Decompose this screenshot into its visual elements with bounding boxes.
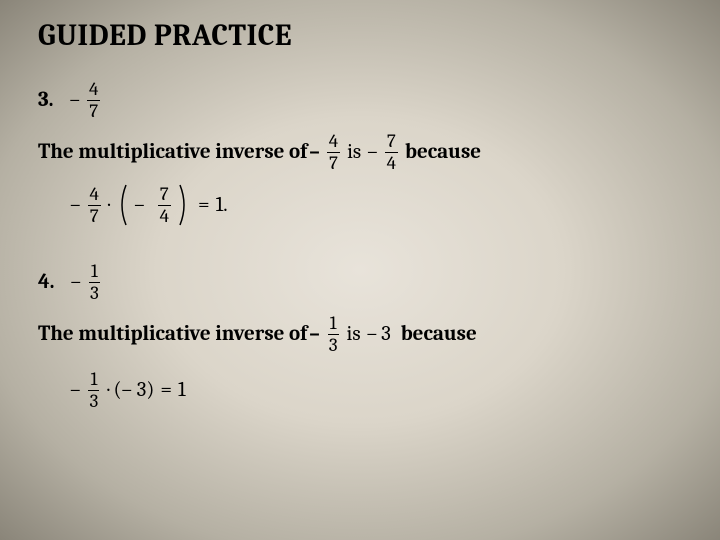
fraction: 1 3 (327, 314, 340, 355)
result-text: 1 (178, 378, 186, 402)
problem-3-statement: The multiplicative inverse of – 4 7 is –… (38, 131, 682, 173)
fraction: 4 7 (88, 185, 101, 226)
problem-4-number: 4. (38, 270, 54, 294)
result-text: 1. (216, 193, 228, 217)
right-paren (178, 183, 190, 227)
problem-3-calc: – 4 7 · – 7 4 = 1. (68, 183, 682, 227)
fraction: 7 4 (385, 132, 398, 173)
neg-sign: – (367, 140, 378, 164)
problem-4-calc: – 1 3 · (– 3) = 1 (68, 369, 682, 411)
neg-sign: – (367, 322, 378, 346)
dot-text: · (107, 378, 109, 402)
paren-content: – 7 4 (130, 185, 176, 226)
dot-text: · (108, 193, 110, 217)
neg-sign: – (309, 322, 320, 346)
slide-title: GUIDED PRACTICE (38, 18, 682, 53)
fraction: 1 3 (88, 370, 101, 411)
because-text: because (401, 322, 477, 346)
is-text: is (347, 140, 361, 164)
neg-sign: – (134, 193, 145, 217)
left-paren (116, 183, 128, 227)
fraction: 7 4 (158, 185, 171, 226)
statement-text: The multiplicative inverse of (38, 140, 307, 164)
problem-4-header: 4. – 1 3 (38, 261, 682, 303)
fraction: 1 3 (88, 262, 101, 303)
slide-content: GUIDED PRACTICE 3. – 4 7 The multiplicat… (0, 0, 720, 441)
paren-text: (– 3) (114, 378, 155, 402)
equals-text: = (198, 193, 210, 217)
problem-4-statement: The multiplicative inverse of – 1 3 is –… (38, 313, 682, 355)
neg-sign: – (309, 140, 320, 164)
neg-sign: – (70, 270, 81, 294)
statement-text: The multiplicative inverse of (38, 322, 307, 346)
answer-text: 3 (381, 322, 391, 346)
problem-3-number: 3. (38, 88, 54, 112)
neg-sign: – (70, 88, 81, 112)
fraction: 4 7 (87, 80, 100, 121)
neg-sign: – (70, 378, 81, 402)
is-text: is (347, 322, 361, 346)
problem-3-header: 3. – 4 7 (38, 79, 682, 121)
neg-sign: – (70, 193, 81, 217)
fraction: 4 7 (327, 132, 340, 173)
equals-text: = (160, 378, 172, 402)
because-text: because (405, 140, 481, 164)
